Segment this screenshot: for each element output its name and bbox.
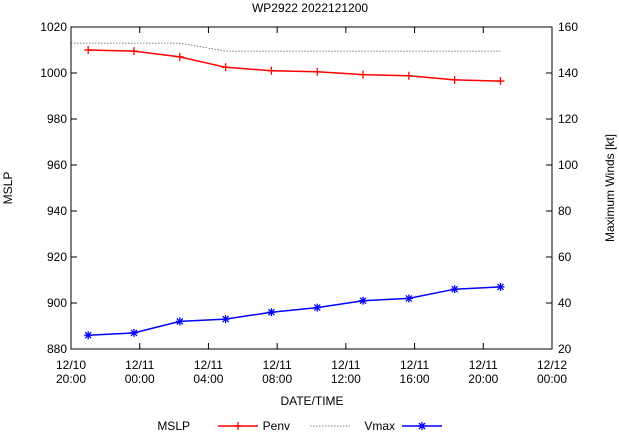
legend: MSLP Penv Vmax <box>157 419 442 432</box>
x-tick-label-time: 20:00 <box>56 372 86 386</box>
series-point-vmax-stroke <box>222 315 230 323</box>
x-tick-label-time: 00:00 <box>125 372 155 386</box>
y-axis-label-right: Maximum Winds [kt] <box>603 134 617 242</box>
x-tick-label-time: 20:00 <box>468 372 498 386</box>
series-point-vmax-stroke <box>84 331 92 339</box>
series-point-vmax <box>359 296 368 305</box>
x-tick-label-time: 08:00 <box>262 372 292 386</box>
x-tick-label-date: 12/11 <box>125 358 154 372</box>
series-line-mslp <box>88 49 501 82</box>
x-axis-label: DATE/TIME <box>280 394 343 408</box>
y-right-tick-label: 20 <box>558 342 572 356</box>
series-point-mslp <box>450 75 459 84</box>
y-right-tick-label: 100 <box>558 158 578 172</box>
y-left-tick-label: 980 <box>47 112 67 126</box>
series-point-vmax <box>267 308 276 317</box>
series-point-vmax-stroke <box>267 308 275 316</box>
series-point-vmax <box>129 328 138 337</box>
series-point-mslp <box>313 67 322 76</box>
x-tick-label-date: 12/11 <box>400 358 429 372</box>
y-left-tick-label: 900 <box>47 296 67 310</box>
y-left-tick-label: 960 <box>47 158 67 172</box>
series-point-vmax-stroke <box>359 297 367 305</box>
plot-frame <box>70 26 553 350</box>
legend-marker-vmax <box>418 422 426 430</box>
chart-title: WP2922 2022121200 <box>252 1 368 15</box>
series-point-vmax-stroke <box>313 304 321 312</box>
y-left-tick-label: 1000 <box>40 66 67 80</box>
series-line-penv <box>71 42 501 52</box>
series-point-mslp <box>129 47 138 56</box>
legend-label-mslp: MSLP <box>157 419 190 432</box>
y-left-tick-label: 1020 <box>40 20 67 34</box>
x-axis-tick-labels: 12/1020:0012/1100:0012/1104:0012/1108:00… <box>56 358 567 386</box>
left-axis-tick-labels: 880 900 920 940 960 980 1000 1020 <box>40 20 67 356</box>
x-tick-label-date: 12/11 <box>469 358 498 372</box>
axis-ticks <box>70 26 553 350</box>
series-point-vmax <box>84 331 93 340</box>
y-left-tick-label: 880 <box>47 342 67 356</box>
y-right-tick-label: 160 <box>558 20 578 34</box>
series-point-vmax-stroke <box>405 294 413 302</box>
y-right-tick-label: 140 <box>558 66 578 80</box>
series-point-mslp <box>404 71 413 80</box>
legend-marker-mslp <box>234 422 242 430</box>
legend-label-penv: Penv <box>263 419 290 432</box>
x-tick-label-date: 12/11 <box>331 358 360 372</box>
series-point-mslp <box>175 52 184 61</box>
x-tick-label-time: 12:00 <box>331 372 361 386</box>
series-point-mslp <box>496 77 505 86</box>
series-point-vmax-stroke <box>451 285 459 293</box>
series-point-mslp <box>359 70 368 79</box>
y-axis-label-left: MSLP <box>1 172 15 205</box>
series-point-vmax-stroke <box>497 283 504 291</box>
plot-lines <box>71 42 505 340</box>
series-point-vmax-stroke <box>130 329 138 337</box>
y-right-tick-label: 120 <box>558 112 578 126</box>
series-point-mslp <box>267 66 276 75</box>
x-tick-label-time: 16:00 <box>400 372 430 386</box>
series-point-mslp <box>84 46 93 54</box>
y-left-tick-label: 940 <box>47 204 67 218</box>
x-tick-label-date: 12/12 <box>537 358 567 372</box>
series-line-vmax <box>88 286 501 336</box>
series-point-vmax <box>450 285 459 294</box>
series-point-vmax <box>496 282 505 291</box>
legend-label-vmax: Vmax <box>364 419 395 432</box>
series-point-mslp <box>221 63 230 72</box>
y-left-tick-label: 920 <box>47 250 67 264</box>
series-point-vmax <box>175 317 184 326</box>
y-right-tick-label: 80 <box>558 204 572 218</box>
series-point-vmax-stroke <box>176 317 184 325</box>
x-tick-label-date: 12/10 <box>56 358 86 372</box>
right-axis-tick-labels: 20 40 60 80 100 120 140 160 <box>558 20 578 356</box>
series-point-vmax <box>313 303 322 312</box>
y-right-tick-label: 40 <box>558 296 572 310</box>
x-tick-label-time: 04:00 <box>193 372 223 386</box>
x-tick-label-time: 00:00 <box>537 372 567 386</box>
x-tick-label-date: 12/11 <box>263 358 292 372</box>
series-point-vmax <box>404 294 413 303</box>
series-point-vmax <box>221 315 230 324</box>
legend-marker-vmax-stroke <box>418 422 426 430</box>
x-tick-label-date: 12/11 <box>194 358 223 372</box>
y-right-tick-label: 60 <box>558 250 572 264</box>
